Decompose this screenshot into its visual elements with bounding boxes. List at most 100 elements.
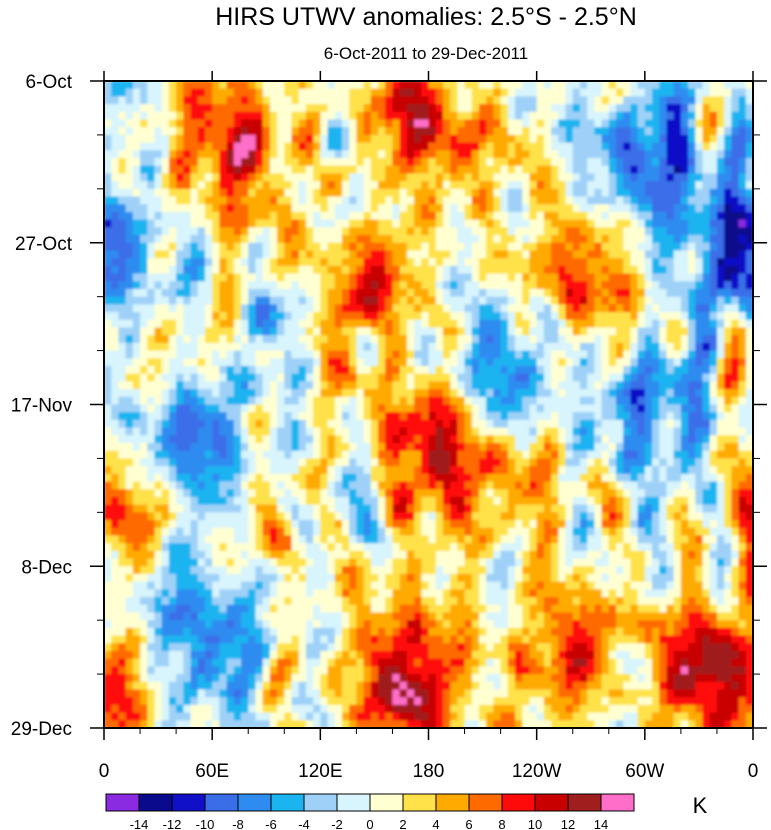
anomaly-cell	[464, 273, 473, 282]
anomaly-cell	[709, 350, 718, 359]
anomaly-cell	[356, 504, 365, 513]
anomaly-cell	[442, 466, 451, 475]
anomaly-cell	[486, 196, 494, 205]
anomaly-cell	[406, 288, 415, 298]
anomaly-cell	[486, 427, 494, 436]
anomaly-cell	[558, 365, 567, 375]
anomaly-cell	[594, 350, 603, 359]
anomaly-cell	[428, 450, 437, 460]
anomaly-cell	[414, 165, 422, 175]
anomaly-cell	[284, 127, 293, 136]
anomaly-cell	[594, 265, 603, 275]
anomaly-cell	[255, 142, 264, 151]
anomaly-cell	[414, 204, 422, 213]
anomaly-cell	[406, 219, 415, 228]
anomaly-cell	[464, 242, 473, 252]
anomaly-cell	[104, 496, 112, 506]
anomaly-cell	[104, 250, 112, 259]
anomaly-cell	[248, 450, 257, 460]
anomaly-cell	[356, 88, 365, 97]
anomaly-cell	[197, 142, 206, 151]
anomaly-cell	[241, 165, 249, 175]
anomaly-cell	[291, 304, 300, 313]
anomaly-cell	[320, 473, 329, 483]
anomaly-cell	[219, 404, 228, 413]
anomaly-cell	[594, 412, 603, 421]
anomaly-cell	[111, 504, 120, 513]
anomaly-cell	[140, 327, 148, 336]
anomaly-cell	[608, 427, 617, 436]
anomaly-cell	[140, 419, 148, 429]
anomaly-cell	[385, 142, 394, 151]
anomaly-cell	[414, 288, 422, 298]
anomaly-cell	[673, 327, 682, 336]
anomaly-cell	[233, 304, 242, 313]
anomaly-cell	[457, 312, 466, 321]
anomaly-cell	[327, 296, 336, 305]
anomaly-cell	[241, 111, 249, 121]
anomaly-cell	[572, 281, 581, 290]
anomaly-cell	[370, 350, 379, 359]
anomaly-cell	[197, 158, 206, 167]
anomaly-cell	[277, 211, 285, 221]
anomaly-cell	[500, 381, 509, 390]
anomaly-cell	[558, 273, 567, 282]
anomaly-cell	[125, 396, 134, 406]
anomaly-cell	[291, 419, 300, 429]
anomaly-cell	[140, 373, 148, 382]
anomaly-cell	[183, 288, 192, 298]
anomaly-cell	[579, 396, 588, 406]
anomaly-cell	[579, 319, 588, 329]
anomaly-cell	[291, 96, 300, 105]
anomaly-cell	[327, 427, 336, 436]
anomaly-cell	[738, 450, 747, 460]
anomaly-cell	[666, 389, 675, 398]
anomaly-cell	[269, 258, 278, 267]
anomaly-cell	[140, 81, 148, 90]
anomaly-cell	[637, 273, 646, 282]
anomaly-cell	[688, 273, 696, 282]
anomaly-cell	[716, 412, 725, 421]
anomaly-cell	[378, 258, 386, 267]
anomaly-cell	[132, 473, 141, 483]
anomaly-cell	[111, 150, 120, 159]
anomaly-cell	[731, 281, 740, 290]
anomaly-cell	[594, 204, 603, 213]
anomaly-cell	[666, 181, 675, 190]
anomaly-cell	[644, 211, 653, 221]
anomaly-cell	[168, 419, 177, 429]
anomaly-cell	[637, 389, 646, 398]
anomaly-cell	[572, 134, 581, 144]
anomaly-cell	[363, 204, 372, 213]
anomaly-cell	[601, 304, 610, 313]
anomaly-cell	[313, 412, 321, 421]
anomaly-cell	[168, 250, 177, 259]
anomaly-cell	[248, 342, 257, 352]
anomaly-cell	[118, 235, 127, 244]
anomaly-cell	[529, 173, 538, 182]
anomaly-cell	[233, 381, 242, 390]
anomaly-cell	[587, 288, 595, 298]
anomaly-cell	[219, 127, 228, 136]
anomaly-cell	[212, 81, 220, 90]
anomaly-cell	[551, 150, 559, 159]
anomaly-cell	[212, 127, 220, 136]
anomaly-cell	[471, 304, 480, 313]
anomaly-cell	[558, 127, 567, 136]
anomaly-cell	[392, 242, 401, 252]
anomaly-cell	[298, 319, 307, 329]
anomaly-cell	[363, 304, 372, 313]
anomaly-cell	[399, 466, 408, 475]
anomaly-cell	[464, 288, 473, 298]
anomaly-cell	[731, 173, 740, 182]
anomaly-cell	[320, 389, 329, 398]
anomaly-cell	[197, 227, 206, 236]
anomaly-cell	[515, 350, 523, 359]
anomaly-cell	[226, 235, 235, 244]
anomaly-cell	[269, 235, 278, 244]
anomaly-cell	[190, 373, 199, 382]
anomaly-cell	[673, 134, 682, 144]
anomaly-cell	[666, 373, 675, 382]
anomaly-cell	[190, 281, 199, 290]
anomaly-cell	[111, 273, 120, 282]
